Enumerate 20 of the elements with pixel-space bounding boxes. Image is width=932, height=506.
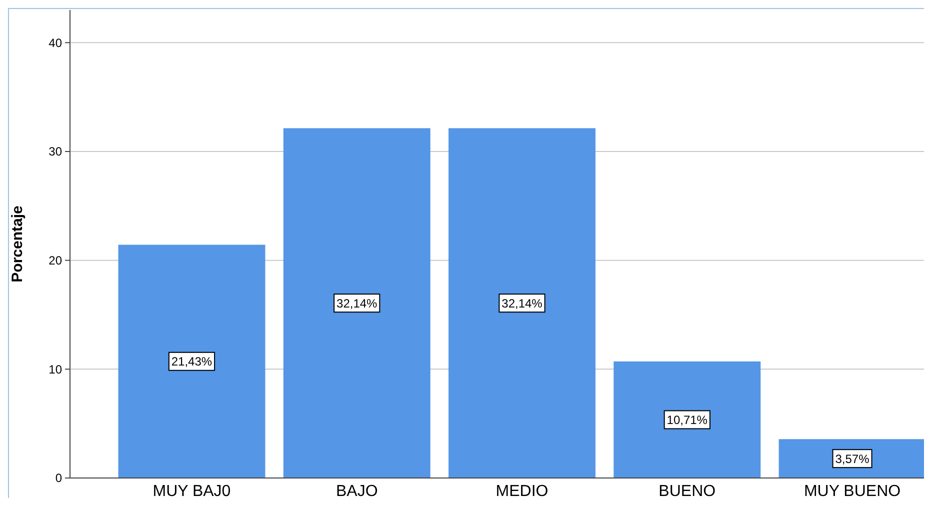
y-tick-label: 0 [55, 471, 62, 486]
y-tick-label: 30 [48, 144, 62, 159]
x-tick-label: BUENO [658, 483, 716, 500]
data-label: 21,43% [171, 354, 212, 369]
bar [283, 128, 430, 478]
data-label: 32,14% [502, 296, 543, 310]
x-tick-label: BAJO [336, 483, 378, 500]
bar [118, 244, 266, 478]
data-label: 32,14% [336, 296, 378, 310]
bar [614, 361, 761, 478]
data-label: 3,57% [835, 452, 870, 466]
x-tick-label: MEDIO [496, 483, 548, 500]
bar [448, 128, 596, 478]
y-tick-label: 40 [48, 36, 62, 50]
y-tick-label: 10 [48, 362, 62, 376]
x-tick-label: MUY BAJ0 [152, 483, 231, 500]
data-label: 10,71% [666, 412, 708, 427]
y-axis-title: Porcentaje [9, 206, 26, 282]
y-tick-label: 20 [48, 254, 62, 268]
x-tick-label: MUY BUENO [804, 483, 901, 500]
